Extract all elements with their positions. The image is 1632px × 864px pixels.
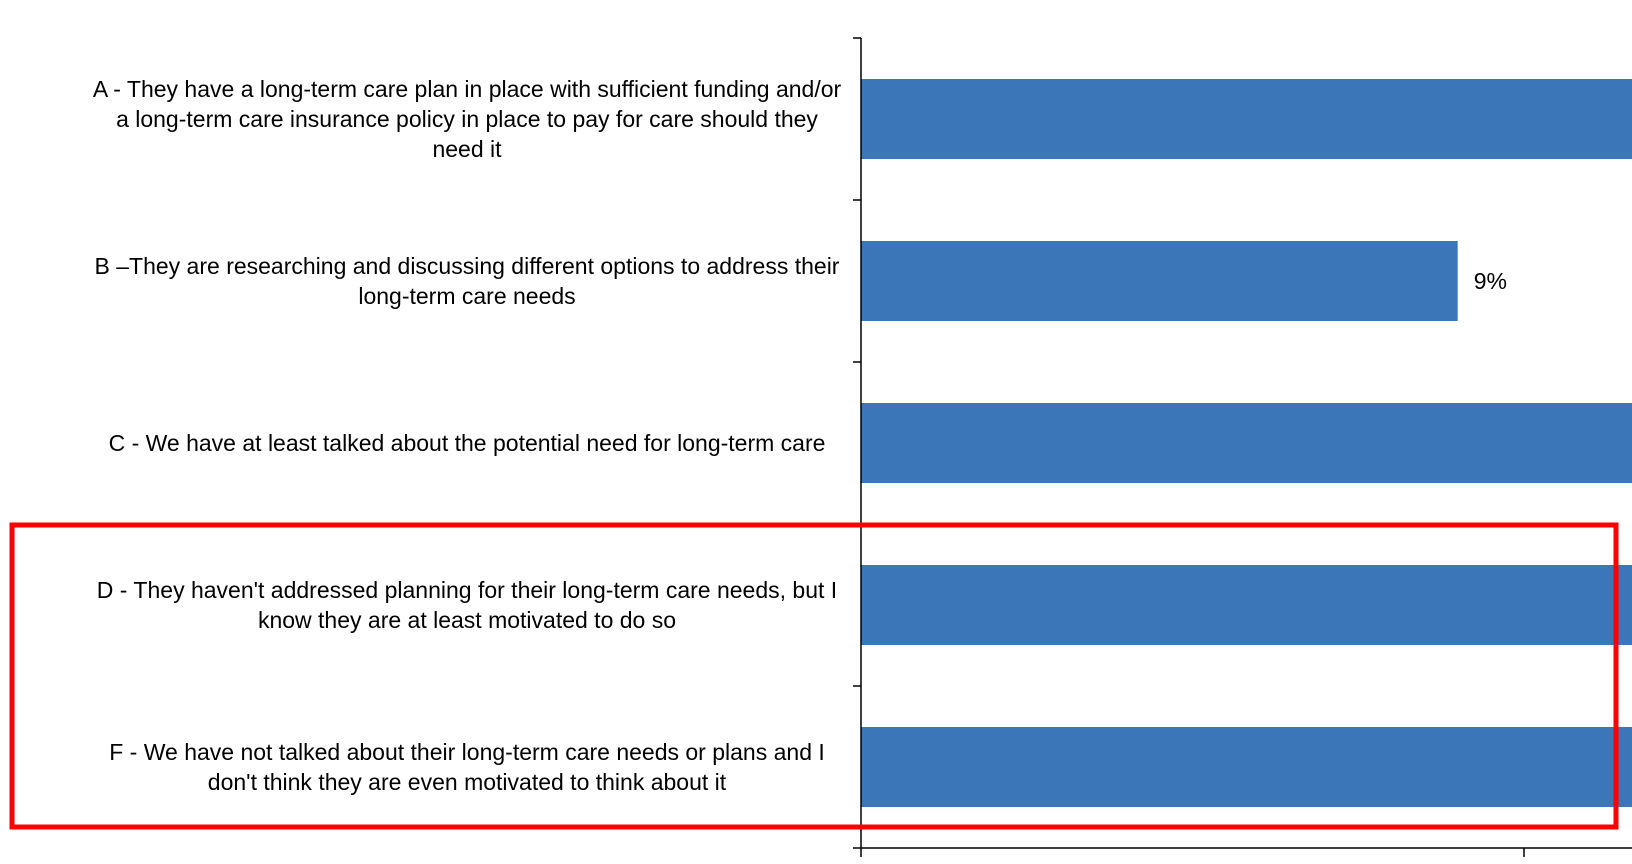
category-label-text: F - We have not talked about their long-… xyxy=(109,739,825,795)
category-label: F - We have not talked about their long-… xyxy=(92,686,842,848)
category-label: C - We have at least talked about the po… xyxy=(92,362,842,524)
category-label: D - They haven't addressed planning for … xyxy=(92,524,842,686)
category-label: B –They are researching and discussing d… xyxy=(92,200,842,362)
bar-a xyxy=(861,79,1632,159)
bar-d xyxy=(861,565,1632,645)
category-label: A - They have a long-term care plan in p… xyxy=(92,38,842,200)
category-label-text: B –They are researching and discussing d… xyxy=(94,253,840,309)
category-label-text: D - They haven't addressed planning for … xyxy=(96,577,838,633)
category-label-text: A - They have a long-term care plan in p… xyxy=(92,76,842,162)
bar-c xyxy=(861,403,1632,483)
category-label-text: C - We have at least talked about the po… xyxy=(108,430,826,456)
bar-e xyxy=(861,727,1632,807)
highlight-box xyxy=(9,522,1619,830)
bar-value-label: 9% xyxy=(1474,268,1507,294)
bar-b xyxy=(861,241,1458,321)
